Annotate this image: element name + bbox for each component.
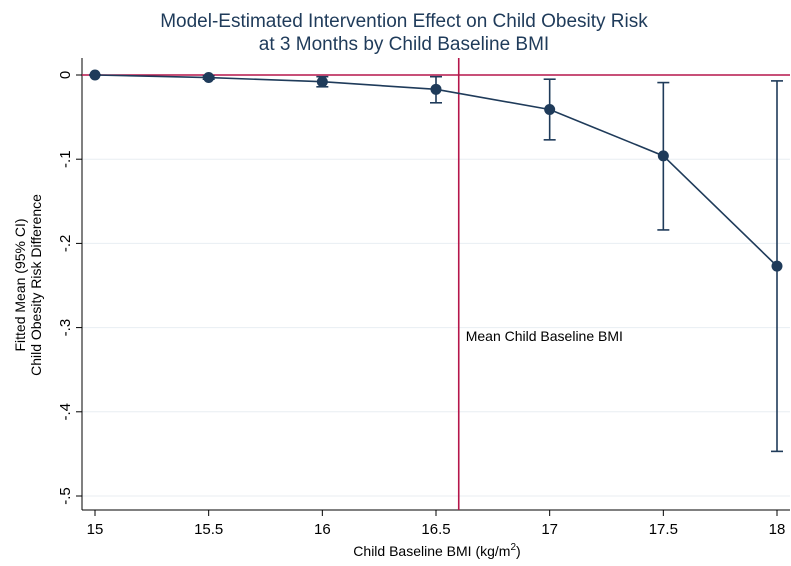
- data-point: [544, 104, 556, 116]
- x-tick-label: 18: [769, 521, 786, 538]
- chart-title-line-1: Model-Estimated Intervention Effect on C…: [160, 11, 648, 32]
- y-tick-label: 0: [57, 71, 74, 79]
- y-tick-label: -.3: [57, 319, 74, 337]
- data-point: [203, 72, 215, 84]
- y-tick-label: -.2: [57, 235, 74, 253]
- chart-titles: Model-Estimated Intervention Effect on C…: [160, 11, 648, 55]
- data-point: [430, 83, 442, 95]
- gridlines: [82, 74, 790, 497]
- data-series: [89, 69, 783, 453]
- chart-title-line-2: at 3 Months by Child Baseline BMI: [259, 34, 549, 55]
- y-axis-label-line-2: Child Obesity Risk Difference: [28, 194, 44, 376]
- x-tick-label: 17: [541, 521, 558, 538]
- x-tick-label: 15: [87, 521, 104, 538]
- y-tick-label: -.5: [57, 487, 74, 505]
- axis-labels: Child Baseline BMI (kg/m2) Fitted Mean (…: [12, 194, 521, 559]
- axes: 0 -.1 -.2 -.3 -.4 -.5 15 15.5 16 16.5 17 17.5 18: [57, 58, 790, 538]
- data-point: [657, 150, 669, 162]
- x-tick-label: 17.5: [649, 521, 678, 538]
- y-tick-label: -.1: [57, 150, 74, 168]
- mean-bmi-label: Mean Child Baseline BMI: [466, 328, 623, 344]
- data-point: [771, 260, 783, 272]
- x-tick-label: 16: [314, 521, 331, 538]
- series-line: [94, 74, 778, 267]
- data-point: [316, 76, 328, 88]
- y-axis-label-line-1: Fitted Mean (95% CI): [12, 218, 28, 351]
- x-tick-label: 15.5: [194, 521, 223, 538]
- x-axis-label: Child Baseline BMI (kg/m2): [353, 542, 520, 559]
- x-tick-label: 16.5: [421, 521, 450, 538]
- reference-lines: Mean Child Baseline BMI: [82, 58, 790, 510]
- data-point: [89, 69, 101, 81]
- y-tick-label: -.4: [57, 403, 74, 421]
